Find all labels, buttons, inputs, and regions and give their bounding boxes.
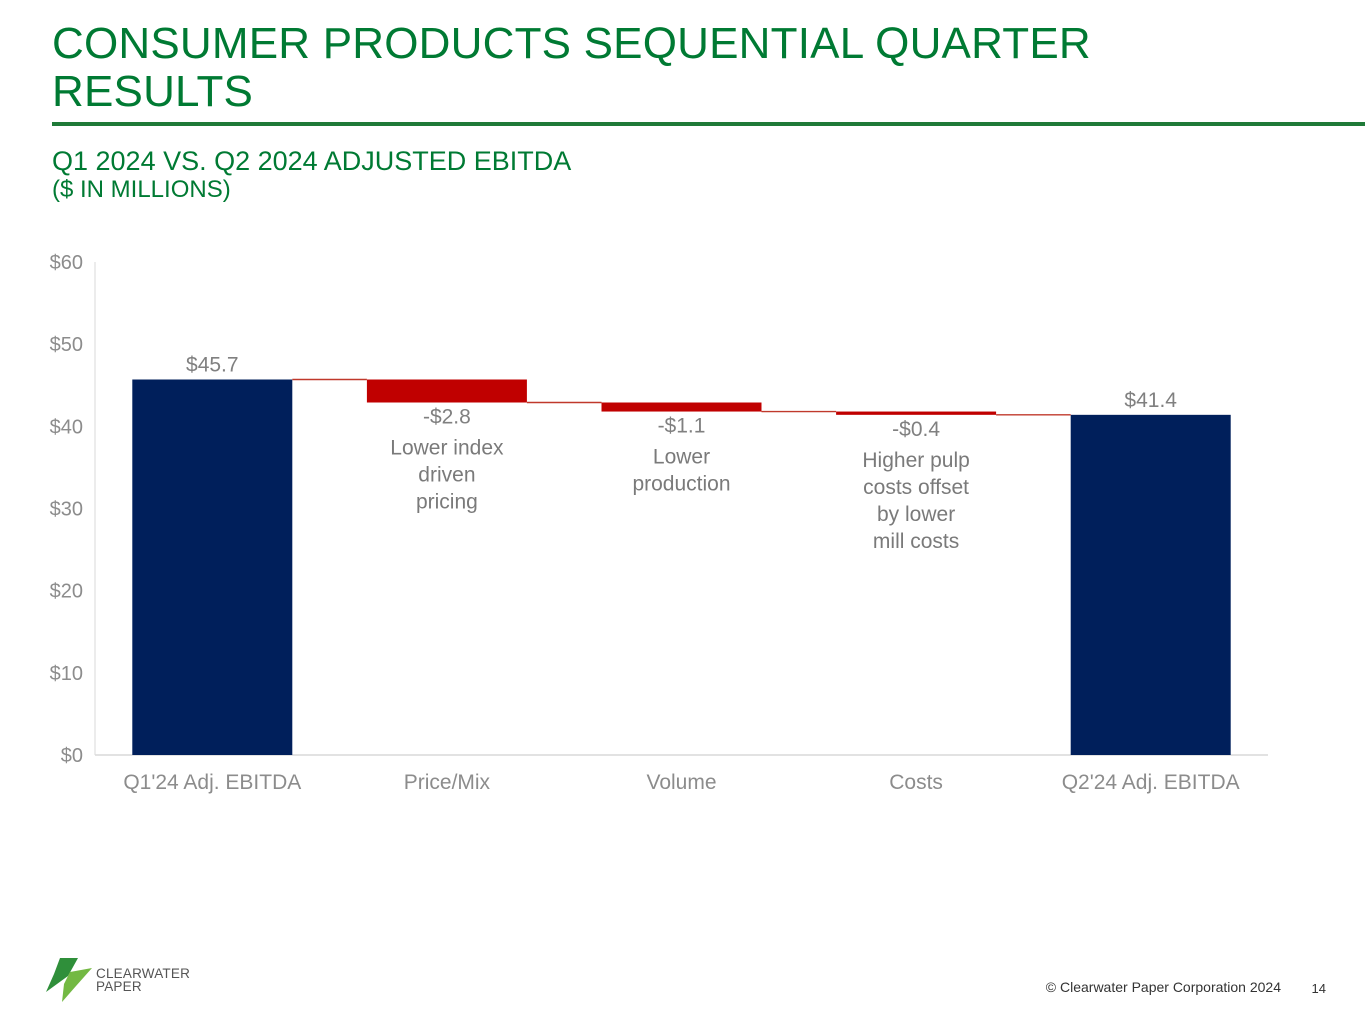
category-label: Volume xyxy=(646,771,716,794)
logo-line-2: PAPER xyxy=(96,979,142,994)
annotation-line: by lower xyxy=(877,503,955,526)
annotation-text: Higher pulp costs offset by lower mill cost… xyxy=(862,449,969,553)
y-tick-label: $30 xyxy=(50,499,83,521)
annotation-text: Lower production xyxy=(632,446,730,496)
category-label: Price/Mix xyxy=(404,771,491,794)
annotation-line: production xyxy=(632,473,730,496)
y-tick-label: $10 xyxy=(50,663,83,685)
logo-line-1: CLEARWATER xyxy=(96,966,191,981)
leaf-logo-icon xyxy=(46,958,92,1002)
total-bar xyxy=(132,379,293,755)
logo-wordmark: CLEARWATER PAPER xyxy=(96,966,191,994)
data-label: -$2.8 xyxy=(423,406,471,429)
page-title: CONSUMER PRODUCTS SEQUENTIAL QUARTER RES… xyxy=(52,19,1091,116)
annotation-line: costs offset xyxy=(863,476,969,499)
category-label: Q2'24 Adj. EBITDA xyxy=(1062,771,1240,794)
data-label: $45.7 xyxy=(186,353,239,376)
y-tick-label: $0 xyxy=(61,745,83,767)
total-bar xyxy=(1070,414,1231,755)
y-tick-label: $60 xyxy=(50,252,83,274)
company-logo: CLEARWATER PAPER xyxy=(46,958,190,1002)
chart-subtitle: Q1 2024 VS. Q2 2024 ADJUSTED EBITDA ($ I… xyxy=(52,146,571,204)
y-tick-label: $40 xyxy=(50,416,83,438)
category-label: Q1'24 Adj. EBITDA xyxy=(123,771,301,794)
y-tick-label: $20 xyxy=(50,581,83,603)
annotation-line: pricing xyxy=(416,491,478,514)
decrease-bar xyxy=(366,379,527,403)
data-label: -$1.1 xyxy=(658,415,706,438)
annotation-line: Lower index xyxy=(390,437,504,460)
copyright-notice: © Clearwater Paper Corporation 2024 xyxy=(1045,979,1281,995)
data-label: $41.4 xyxy=(1124,389,1177,412)
annotation-line: Lower xyxy=(653,446,710,469)
decrease-bar xyxy=(601,402,762,412)
data-label: -$0.4 xyxy=(892,418,940,441)
annotation-line: mill costs xyxy=(873,530,959,553)
decrease-bar xyxy=(836,411,997,415)
annotation-line: Higher pulp xyxy=(862,449,969,472)
category-label: Costs xyxy=(889,771,943,794)
title-divider xyxy=(52,122,1365,126)
annotation-text: Lower index driven pricing xyxy=(390,437,504,514)
chart-subtitle-text: Q1 2024 VS. Q2 2024 ADJUSTED EBITDA xyxy=(52,146,572,176)
chart-units: ($ IN MILLIONS) xyxy=(52,176,231,203)
y-tick-label: $50 xyxy=(50,334,83,356)
annotation-line: driven xyxy=(418,464,475,487)
page-number: 14 xyxy=(1311,981,1326,996)
